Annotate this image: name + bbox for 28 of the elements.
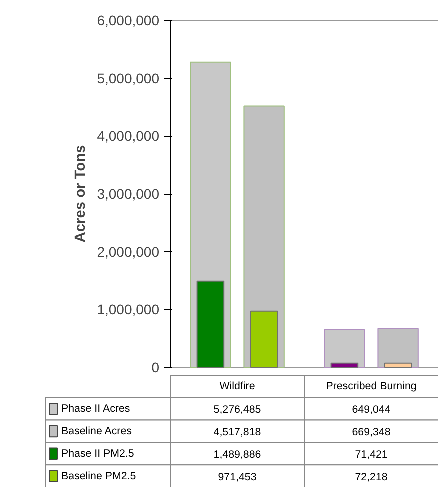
legend-label: Baseline PM2.5	[62, 470, 136, 482]
legend-label: Phase II PM2.5	[62, 448, 134, 460]
bar	[324, 329, 366, 368]
y-axis-title: Acres or Tons	[73, 145, 90, 243]
x-tick-label: Prescribed Burning	[326, 380, 417, 393]
x-tick-label: Wildfire	[220, 380, 256, 393]
data-label: 1,489,886	[214, 448, 262, 461]
data-label: 71,421	[355, 448, 388, 461]
y-tick-label: 4,000,000	[97, 128, 160, 144]
y-tick-label: 0	[152, 360, 160, 376]
y-tick-label: 5,000,000	[97, 70, 160, 86]
legend-label: Phase II Acres	[62, 403, 130, 416]
data-label: 669,348	[352, 426, 391, 438]
data-label: 971,453	[218, 471, 257, 484]
y-tick-label: 3,000,000	[97, 186, 160, 202]
legend-label: Baseline Acres	[62, 426, 132, 438]
data-label: 72,218	[355, 471, 388, 484]
y-tick-label: 6,000,000	[97, 12, 160, 28]
bar	[330, 362, 359, 368]
y-tick-label: 2,000,000	[97, 244, 160, 260]
data-label: 4,517,818	[214, 426, 262, 438]
bar	[378, 328, 419, 368]
bar	[384, 362, 412, 368]
y-tick-label: 1,000,000	[97, 302, 160, 318]
bar	[250, 310, 278, 368]
data-label: 649,044	[352, 404, 391, 416]
data-label: 5,276,485	[214, 404, 262, 416]
bar	[196, 280, 225, 368]
